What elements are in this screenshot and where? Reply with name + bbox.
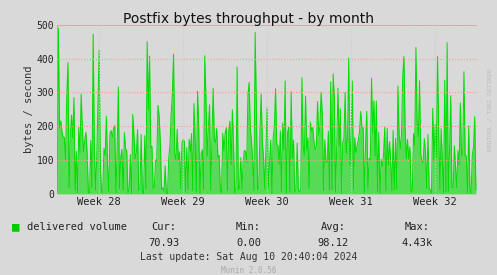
Text: delivered volume: delivered volume [27,222,127,232]
Text: Avg:: Avg: [321,222,345,232]
Text: 98.12: 98.12 [318,238,348,248]
Y-axis label: bytes / second: bytes / second [24,65,34,153]
Text: RRDTOOL / TOBI OETIKER: RRDTOOL / TOBI OETIKER [488,69,493,151]
Text: 4.43k: 4.43k [402,238,433,248]
Text: 0.00: 0.00 [236,238,261,248]
Text: 70.93: 70.93 [149,238,179,248]
Text: Cur:: Cur: [152,222,176,232]
Text: Last update: Sat Aug 10 20:40:04 2024: Last update: Sat Aug 10 20:40:04 2024 [140,252,357,262]
Text: ■: ■ [12,220,20,233]
Text: Max:: Max: [405,222,430,232]
Text: Munin 2.0.56: Munin 2.0.56 [221,266,276,275]
Text: Min:: Min: [236,222,261,232]
Text: Postfix bytes throughput - by month: Postfix bytes throughput - by month [123,12,374,26]
